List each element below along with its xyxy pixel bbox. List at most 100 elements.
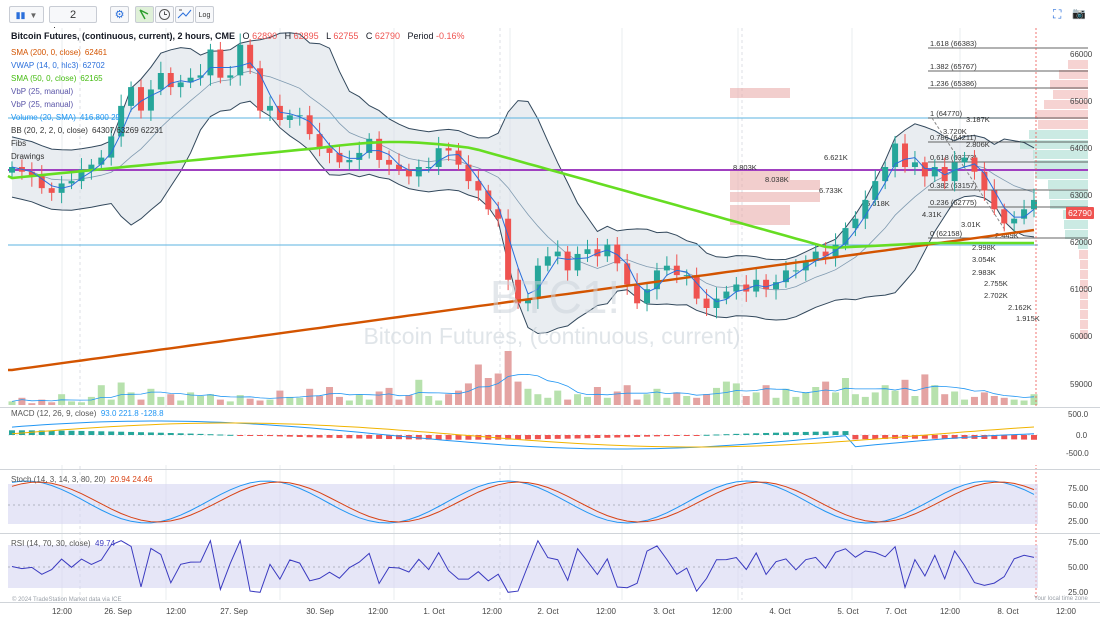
candle [584,249,591,254]
candle [505,218,512,280]
compare-button[interactable] [175,6,194,23]
candle [614,244,621,264]
candle [9,167,15,173]
time-tick: 4. Oct [769,607,791,616]
macd-tick: -500.0 [1066,449,1089,458]
volume-bar [87,396,95,405]
volume-bar [683,396,691,405]
stoch-k-line [11,480,1035,524]
macd-bar [624,435,631,438]
candle [773,282,780,290]
vbp-label: 8.803K [733,163,757,172]
watermark: BTC1! Bitcoin Futures, (continuous, curr… [363,271,740,349]
time-tick: 30. Sep [306,607,334,616]
price-tick: 60000 [1070,332,1093,341]
stoch-legend[interactable]: Stoch (14, 3, 14, 3, 80, 20) 20.94 24.46 [11,475,152,484]
timezone-button[interactable] [155,6,174,23]
settings-button[interactable]: ⚙ [110,6,129,23]
stoch-d-line [11,481,1035,523]
macd-bar [792,432,799,435]
volume-bar [1030,394,1038,405]
macd-signal-line [11,422,1035,448]
volume-bar [504,351,512,405]
study-row[interactable]: VbP (25, manual) [11,85,465,98]
macd-bar [1001,435,1008,440]
study-row[interactable]: SMA (200, 0, close) 62461 [11,46,465,59]
fib-label: 0 (62158) [930,229,963,238]
macd-bar [346,435,353,439]
macd-bar [306,435,313,438]
volume-bar [177,400,185,405]
macd-legend[interactable]: MACD (12, 26, 9, close) 93.0 221.8 -128.… [11,409,164,418]
macd-bar [217,434,224,436]
close-label: C [365,31,373,41]
volume-bar [425,396,433,405]
vbp-label: 6.733K [819,186,843,195]
rsi-legend[interactable]: RSI (14, 70, 30, close) 49.74 [11,539,115,548]
study-row[interactable]: VWAP (14, 0, hlc3) 62702 [11,59,465,72]
volume-bar [1010,399,1018,405]
macd-bar [286,435,293,437]
candle [386,159,393,165]
chart-type-selector[interactable]: ▮▮ ▼ [9,6,44,23]
volume-bar [494,373,502,405]
rsi-tick: 75.00 [1068,538,1089,547]
fullscreen-button[interactable]: ⛶ [1053,7,1061,22]
volume-bar [772,397,780,405]
volume-bar [514,381,522,405]
study-row[interactable]: BB (20, 2, 2, 0, close) 64307 63269 62231 [11,124,465,137]
macd-bar [524,435,531,440]
fib-label: 1.382 (65767) [930,62,977,71]
fullscreen-icon: ⛶ [1053,7,1062,21]
macd-bar [48,430,55,435]
volume-bar [1000,397,1008,405]
volume-bar [742,396,750,405]
macd-bar [544,435,551,440]
macd-line [11,420,1035,450]
candle [554,251,561,257]
macd-bar [733,433,740,435]
volume-bar [365,399,373,405]
macd-bar [683,435,690,436]
volume-bar [673,392,681,405]
macd-tick: 500.0 [1068,410,1089,419]
study-row[interactable]: Drawings [11,150,465,163]
study-row[interactable]: VbP (25, manual) [11,98,465,111]
candle [395,164,402,170]
macd-axis: 500.0 0.0 -500.0 [1066,410,1089,458]
macd-bar [773,432,780,435]
candle [147,89,154,111]
macd-bar [505,435,512,440]
volume-bar [951,391,959,405]
study-row[interactable]: Volume (20, SMA) 416.800 29 [11,111,465,124]
volume-bar [464,383,472,405]
macd-bar [584,435,591,439]
copyright: © 2024 TradeStation Market data via ICE [12,596,121,603]
macd-bar [852,435,859,440]
sma-200-line [8,228,1035,372]
macd-bar [356,435,363,439]
vbp-label: 2.702K [984,291,1008,300]
volume-bar [812,387,820,405]
crosshair-tool-button[interactable] [135,6,154,23]
period-label: Period [407,31,434,41]
candle [405,169,412,177]
macd-bar [911,435,918,439]
study-row[interactable]: SMA (50, 0, close) 62165 [11,72,465,85]
candle [276,105,283,120]
candle [455,150,462,165]
macd-bar [832,431,839,435]
macd-bar [247,435,254,436]
volume-bars [8,351,1038,405]
macd-bar [644,435,651,437]
vbp-label: 3.720K [943,127,967,136]
candle [108,136,115,158]
study-row[interactable]: Fibs [11,137,465,150]
screenshot-button[interactable]: 📷 [1072,7,1086,20]
volume-bar [941,394,949,405]
price-tick: 61000 [1070,285,1093,294]
volume-bar [653,388,661,405]
macd-bar [167,432,174,435]
log-scale-button[interactable]: Log [195,6,214,23]
